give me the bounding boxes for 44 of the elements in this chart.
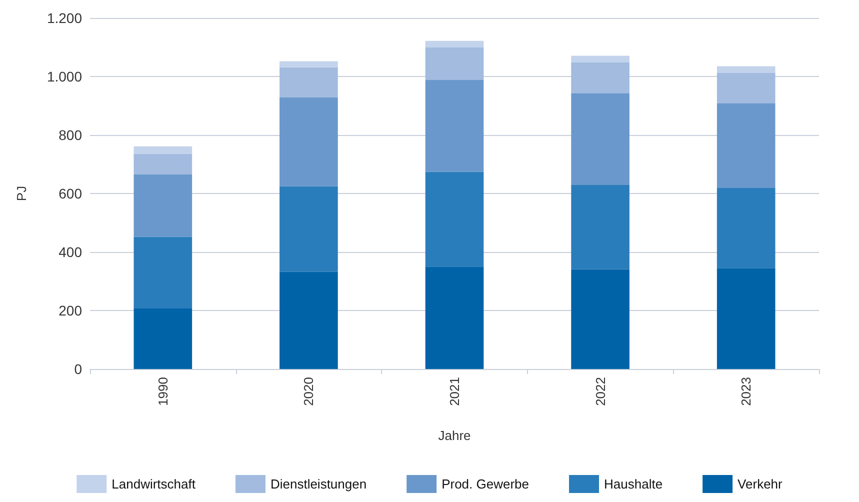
- bar: [134, 236, 192, 308]
- bar: [134, 146, 192, 154]
- x-axis-title: Jahre: [438, 428, 471, 443]
- bar: [425, 48, 484, 80]
- bar: [425, 40, 484, 48]
- bar: [280, 98, 338, 186]
- bar: [716, 103, 776, 188]
- y-tick-label: 800: [58, 127, 82, 143]
- bar: [571, 185, 630, 270]
- bar: [280, 186, 338, 272]
- bar: [571, 56, 630, 62]
- x-tick-label: 2023: [738, 377, 754, 406]
- y-tick-label: 200: [58, 302, 82, 318]
- x-tick-label: 2020: [301, 377, 316, 406]
- x-tick-label: 2021: [447, 377, 462, 406]
- x-tick-label: 2022: [592, 377, 608, 406]
- bar: [571, 62, 630, 94]
- bar: [280, 67, 338, 98]
- legend-label: Prod. Gewerbe: [442, 476, 530, 492]
- bar: [716, 72, 776, 104]
- bar: [571, 269, 630, 369]
- bar: [571, 93, 630, 186]
- bar: [425, 266, 484, 369]
- bar: [280, 61, 338, 68]
- legend-label: Landwirtschaft: [112, 476, 196, 492]
- y-tick-label: 0: [74, 361, 82, 377]
- bar: [716, 188, 776, 268]
- y-tick-label: 1.200: [46, 10, 82, 26]
- y-tick-label: 400: [58, 244, 82, 260]
- y-tick-label: 1.000: [46, 68, 82, 84]
- bar: [134, 174, 192, 237]
- y-tick-label: 600: [58, 186, 82, 202]
- legend-label: Haushalte: [604, 476, 663, 492]
- bar: [134, 308, 192, 369]
- bar: [425, 80, 484, 172]
- bar: [280, 272, 338, 369]
- bar: [716, 66, 776, 73]
- bar: [716, 268, 776, 369]
- y-axis-title: PJ: [14, 186, 29, 202]
- bar: [425, 172, 484, 267]
- x-tick-label: 1990: [155, 377, 170, 406]
- legend-label: Dienstleistungen: [270, 476, 367, 492]
- legend-label: Verkehr: [738, 476, 784, 492]
- bar: [134, 154, 192, 174]
